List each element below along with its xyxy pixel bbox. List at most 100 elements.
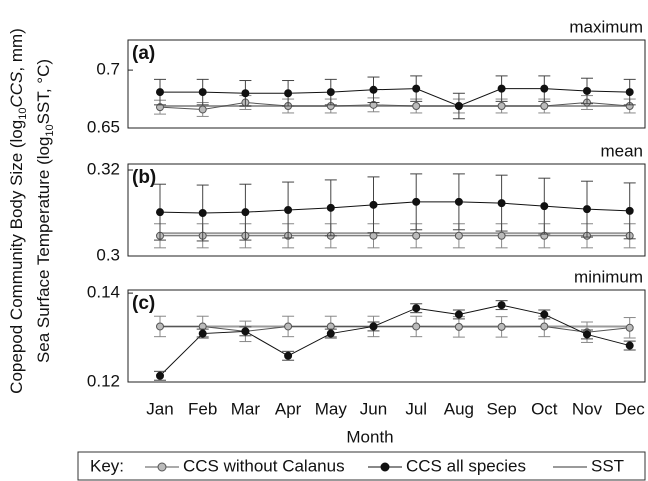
legend-box	[77, 451, 646, 481]
series-line	[160, 325, 630, 333]
marker	[156, 88, 164, 97]
marker	[156, 208, 164, 217]
marker	[540, 322, 549, 331]
series-line	[160, 88, 630, 107]
panel-frame	[127, 39, 646, 129]
x-tick-label: Jan	[146, 399, 173, 418]
y-axis-label: Sea Surface Temperature (log10SST, °C)	[34, 59, 55, 363]
x-tick-label: Dec	[615, 399, 646, 418]
marker	[241, 89, 250, 98]
marker	[369, 85, 378, 94]
legend-marker	[157, 462, 167, 472]
series-line	[159, 304, 630, 377]
marker	[284, 322, 293, 331]
x-tick-label: Feb	[188, 399, 217, 418]
marker	[198, 105, 207, 114]
legend-label: CCS all species	[406, 456, 526, 475]
marker	[497, 102, 506, 110]
legend-marker	[380, 462, 390, 472]
x-tick-label: Nov	[572, 399, 603, 418]
legend-title: Key:	[90, 456, 124, 475]
marker	[454, 197, 463, 206]
legend-label: SST	[591, 456, 624, 475]
panel-label: (b)	[132, 167, 156, 188]
y-axis-label-part: , mm)	[7, 28, 26, 71]
marker	[625, 323, 634, 332]
marker	[454, 102, 463, 110]
y-axis-label-part: 10	[44, 124, 56, 136]
marker	[369, 322, 378, 331]
x-tick-label: Aug	[444, 399, 474, 418]
y-tick-label: 0.12	[87, 371, 120, 390]
y-axis-label: Copepod Community Body Size (log10CCS, m…	[7, 28, 28, 394]
marker	[583, 86, 591, 95]
marker	[540, 202, 549, 211]
x-axis-label: Month	[346, 427, 393, 446]
x-tick-label: Mar	[231, 399, 261, 418]
marker	[412, 84, 421, 93]
y-axis-label-part: CCS	[7, 71, 26, 108]
series-line	[159, 201, 630, 214]
x-tick-label: Jun	[360, 399, 387, 418]
panel-frame	[127, 289, 646, 383]
y-tick-label: 0.7	[96, 60, 120, 79]
y-axis-label-part: 10	[17, 108, 29, 120]
marker	[326, 329, 335, 338]
marker	[540, 102, 549, 110]
panel-label: (a)	[132, 43, 155, 64]
y-axis-label-part: Sea Surface Temperature (log	[34, 137, 53, 363]
marker	[326, 88, 335, 97]
x-tick-label: May	[315, 399, 348, 418]
series-line	[159, 102, 630, 110]
marker	[326, 203, 335, 212]
marker	[412, 322, 421, 331]
marker	[198, 88, 207, 97]
marker	[241, 327, 250, 336]
marker	[241, 208, 250, 217]
marker	[454, 231, 463, 240]
y-tick-label: 0.3	[96, 245, 120, 264]
x-tick-label: Jul	[405, 399, 427, 418]
panel-title: maximum	[569, 17, 643, 36]
marker	[540, 310, 549, 319]
marker	[497, 84, 506, 93]
x-tick-label: Oct	[531, 399, 558, 418]
marker	[412, 304, 421, 313]
y-tick-label: 0.14	[87, 283, 120, 302]
panel-title: mean	[600, 141, 643, 160]
marker	[540, 84, 549, 93]
y-axis-label-part: SST, °C)	[34, 59, 53, 124]
marker	[625, 206, 634, 215]
y-axis-label-part: Copepod Community Body Size (log	[7, 120, 26, 394]
panel-frame	[127, 163, 646, 257]
marker	[412, 197, 421, 206]
marker	[156, 322, 164, 331]
marker	[369, 200, 378, 209]
marker	[497, 231, 506, 240]
marker	[583, 205, 591, 214]
y-tick-label: 0.65	[87, 117, 120, 136]
marker	[284, 89, 293, 98]
marker	[625, 341, 634, 350]
marker	[454, 322, 463, 331]
marker	[497, 301, 506, 310]
marker	[497, 199, 506, 208]
panel-label: (c)	[132, 293, 155, 314]
marker	[198, 209, 207, 218]
marker	[156, 371, 164, 380]
marker	[583, 330, 591, 339]
marker	[369, 231, 378, 240]
marker	[198, 329, 207, 338]
marker	[625, 88, 634, 97]
marker	[497, 322, 506, 331]
marker	[412, 231, 421, 240]
marker	[284, 206, 293, 214]
x-tick-label: Sep	[486, 399, 516, 418]
marker	[412, 102, 421, 110]
y-tick-label: 0.32	[87, 160, 120, 179]
legend-label: CCS without Calanus	[183, 456, 345, 475]
panel-title: minimum	[574, 267, 643, 286]
x-tick-label: Apr	[275, 399, 302, 418]
marker	[454, 310, 463, 319]
